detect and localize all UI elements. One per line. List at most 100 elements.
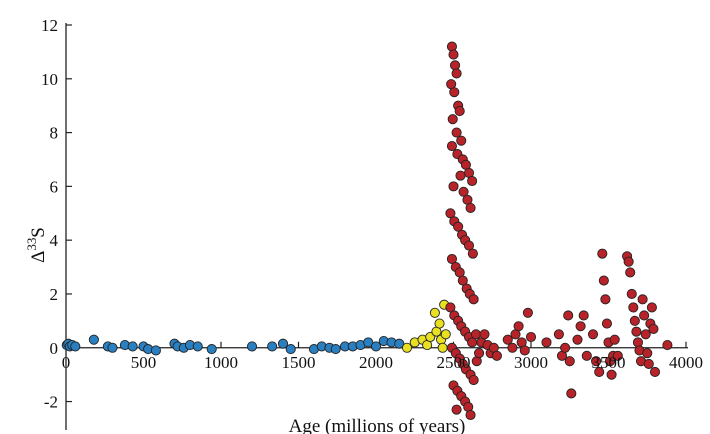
data-point (578, 310, 589, 321)
data-point (429, 307, 440, 318)
x-tick-label: 1000 (204, 353, 238, 372)
y-tick-label: 4 (50, 231, 59, 250)
y-tick-label: 0 (50, 339, 59, 358)
data-point (560, 342, 571, 353)
data-point (437, 342, 448, 353)
data-point (150, 345, 161, 356)
x-tick-label: 3500 (592, 353, 626, 372)
data-point (600, 294, 611, 305)
x-tick-label: 3000 (514, 353, 548, 372)
data-point (445, 208, 456, 219)
data-point (449, 87, 460, 98)
data-point (192, 341, 203, 352)
data-point (612, 350, 623, 361)
data-point (598, 275, 609, 286)
data-point (330, 344, 341, 355)
data-point (246, 341, 258, 352)
x-tick-label: 2500 (437, 353, 471, 372)
data-point (267, 341, 278, 352)
x-tick-label: 500 (131, 353, 157, 372)
data-point (449, 60, 461, 71)
data-point (447, 114, 458, 125)
x-tick-label: 2000 (359, 353, 393, 372)
data-point (206, 344, 217, 355)
data-point (463, 240, 475, 251)
data-point (591, 356, 602, 367)
data-point (470, 329, 482, 340)
data-point (513, 321, 524, 332)
data-point (451, 127, 462, 138)
data-point (639, 310, 650, 321)
data-point (363, 337, 374, 348)
y-tick-label: -2 (44, 393, 58, 412)
data-point (587, 329, 599, 340)
data-point (370, 341, 382, 352)
data-point (445, 302, 456, 313)
data-point (454, 106, 465, 117)
data-point (597, 248, 608, 259)
data-point (519, 345, 530, 356)
data-point (465, 202, 476, 213)
data-point (465, 409, 476, 421)
y-tick-label: 6 (50, 177, 59, 196)
y-axis-label: Δ33S (24, 227, 49, 263)
tick-labels: -2 0 2 4 6 8 10 12 0 500 1000 1500 2000 2500 3000 3500 4… (41, 16, 703, 412)
data-point (446, 41, 458, 52)
data-point (629, 315, 640, 326)
data-point (625, 267, 636, 278)
data-point (448, 181, 459, 192)
data-point (581, 350, 592, 361)
y-tick-label: 10 (41, 70, 58, 89)
data-point (458, 186, 469, 197)
data-point (468, 374, 479, 386)
data-point (446, 253, 458, 265)
data-point (456, 135, 467, 146)
series-0 (61, 334, 405, 356)
data-point (451, 404, 462, 415)
data-point (522, 307, 533, 318)
data-point (467, 248, 478, 259)
data-point (626, 288, 637, 300)
data-point (446, 140, 458, 152)
data-point (609, 334, 620, 345)
data-point (637, 294, 648, 305)
x-axis-label: Age (millions of years) (289, 416, 466, 434)
data-point (649, 366, 661, 378)
data-point (575, 321, 586, 332)
data-point (474, 348, 485, 359)
data-point (401, 342, 413, 353)
x-tick-label: 1500 (282, 353, 316, 372)
data-point (623, 256, 634, 267)
data-point (632, 337, 644, 348)
data-point (564, 356, 575, 367)
data-point (434, 318, 445, 329)
data-point (563, 310, 574, 321)
data-point (479, 329, 490, 340)
data-point (127, 341, 138, 352)
data-point (467, 175, 478, 187)
data-point (606, 369, 617, 380)
data-point (455, 170, 466, 181)
data-point (107, 342, 118, 353)
y-axis-label-suffix: S (28, 227, 49, 238)
data-point (451, 68, 462, 79)
data-point (640, 329, 651, 340)
data-point (440, 329, 451, 340)
data-point (448, 49, 459, 60)
data-point (285, 344, 296, 355)
data-points (61, 41, 673, 421)
data-point (502, 334, 513, 345)
y-tick-label: 2 (50, 285, 59, 304)
data-point (541, 337, 552, 348)
data-point (594, 366, 605, 378)
data-point (394, 338, 405, 349)
x-tick-label: 4000 (669, 353, 703, 372)
data-point (631, 326, 642, 337)
data-point (643, 358, 654, 369)
data-point (491, 350, 502, 361)
data-point (525, 331, 537, 343)
data-point (566, 388, 577, 399)
data-point (88, 334, 99, 345)
data-point (646, 302, 657, 313)
